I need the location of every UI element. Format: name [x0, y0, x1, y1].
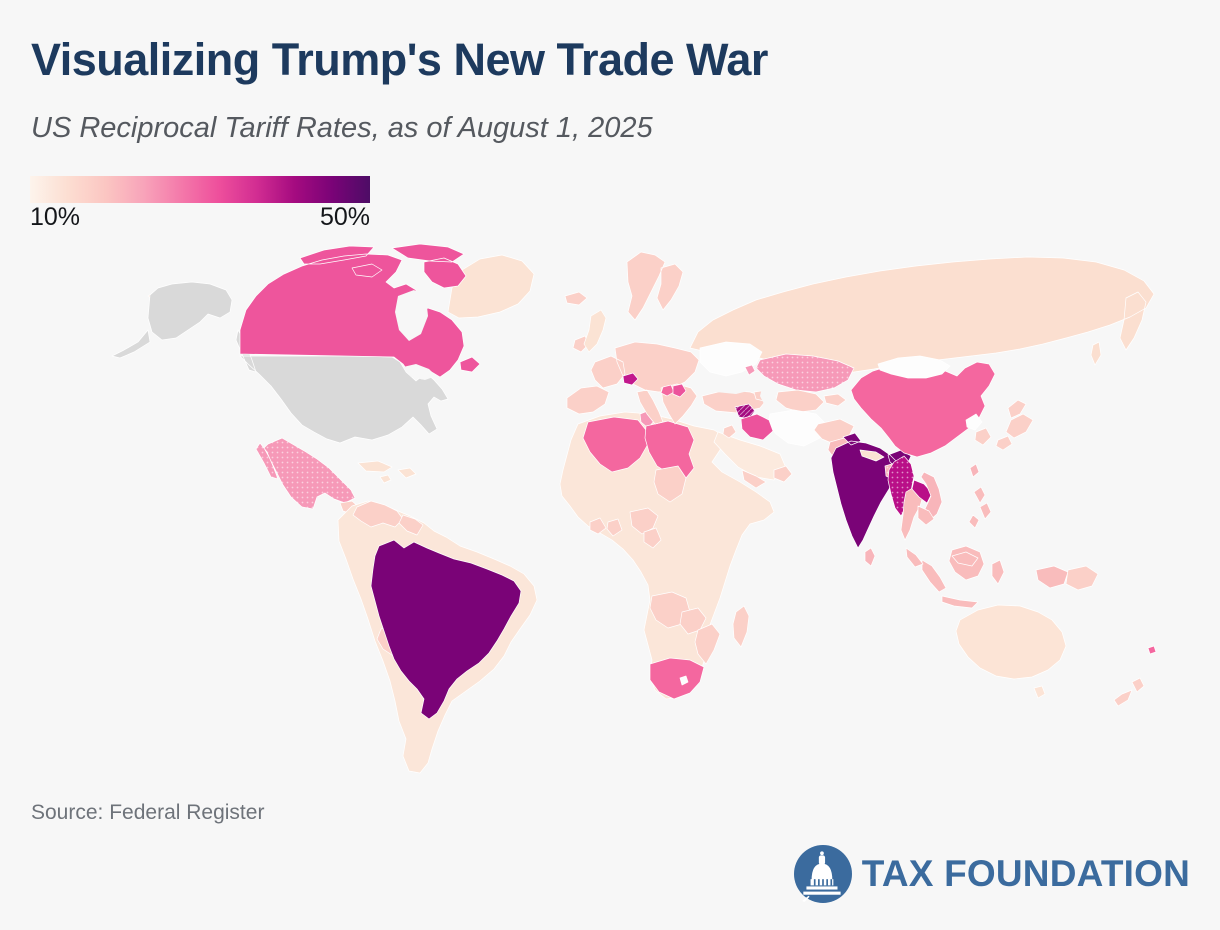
country-philippines [968, 486, 992, 529]
country-chad [653, 465, 687, 503]
country-indonesia [921, 545, 1069, 609]
country-australia [955, 604, 1067, 699]
country-central-asia [775, 389, 847, 413]
country-nigeria [629, 507, 659, 535]
legend-min-label: 10% [30, 203, 81, 231]
country-ghana [606, 518, 623, 537]
caspian-sea-water [760, 384, 776, 408]
country-saudi-arabia [713, 431, 787, 481]
country-cameroon [643, 527, 662, 549]
country-greenland [447, 254, 535, 319]
country-iraq [740, 413, 774, 441]
country-papua-new-guinea [1065, 565, 1099, 591]
country-switzerland [622, 372, 639, 386]
country-cote-divoire [589, 517, 607, 535]
country-guyana [398, 514, 424, 536]
logo-wordmark: TAX FOUNDATION [861, 853, 1190, 894]
country-united-states [111, 281, 449, 444]
country-brazil [370, 539, 522, 720]
country-mexico-pattern [256, 438, 355, 509]
great-lakes-water [403, 364, 436, 380]
country-algeria [582, 416, 649, 473]
source-attribution: Source: Federal Register [31, 801, 265, 824]
country-south-korea [974, 427, 992, 446]
country-mozambique [694, 623, 721, 665]
color-scale-legend-bar [30, 176, 370, 203]
tax-foundation-logo: TAX FOUNDATION [793, 845, 1190, 903]
country-madagascar [732, 605, 750, 648]
country-russia [147, 256, 1155, 375]
country-north-korea [965, 413, 983, 431]
country-caribbean [357, 460, 417, 484]
country-mongolia [877, 355, 951, 379]
country-venezuela [352, 500, 404, 528]
country-south-africa [649, 657, 705, 700]
country-laos [911, 479, 933, 504]
country-malaysia [905, 547, 979, 568]
legend-max-label: 50% [319, 203, 371, 231]
country-united-kingdom [583, 309, 607, 353]
country-iceland [564, 291, 588, 306]
country-sri-lanka [864, 547, 876, 567]
country-nepal [859, 449, 885, 462]
country-kazakhstan-pattern [756, 354, 854, 392]
hudson-bay-water [395, 290, 428, 341]
capitol-dome-icon [793, 845, 852, 903]
black-sea-water [706, 380, 752, 394]
country-syria-pattern [735, 404, 755, 419]
country-india [830, 432, 912, 549]
country-cambodia [917, 505, 935, 526]
country-taiwan [969, 463, 980, 478]
country-new-zealand [1113, 677, 1145, 707]
country-european-union [566, 251, 700, 425]
country-fiji [1147, 645, 1157, 655]
country-libya [644, 420, 695, 479]
country-japan [995, 399, 1034, 451]
country-lesotho [679, 675, 689, 686]
page-subtitle: US Reciprocal Tariff Rates, as of August… [31, 112, 653, 144]
country-serbia [672, 383, 687, 398]
country-gulf-states [741, 465, 793, 489]
country-bosnia-herzegovina [660, 384, 675, 397]
country-israel-jordan [722, 424, 737, 439]
country-moldova [744, 364, 756, 376]
page-title: Visualizing Trump's New Trade War [31, 34, 768, 85]
